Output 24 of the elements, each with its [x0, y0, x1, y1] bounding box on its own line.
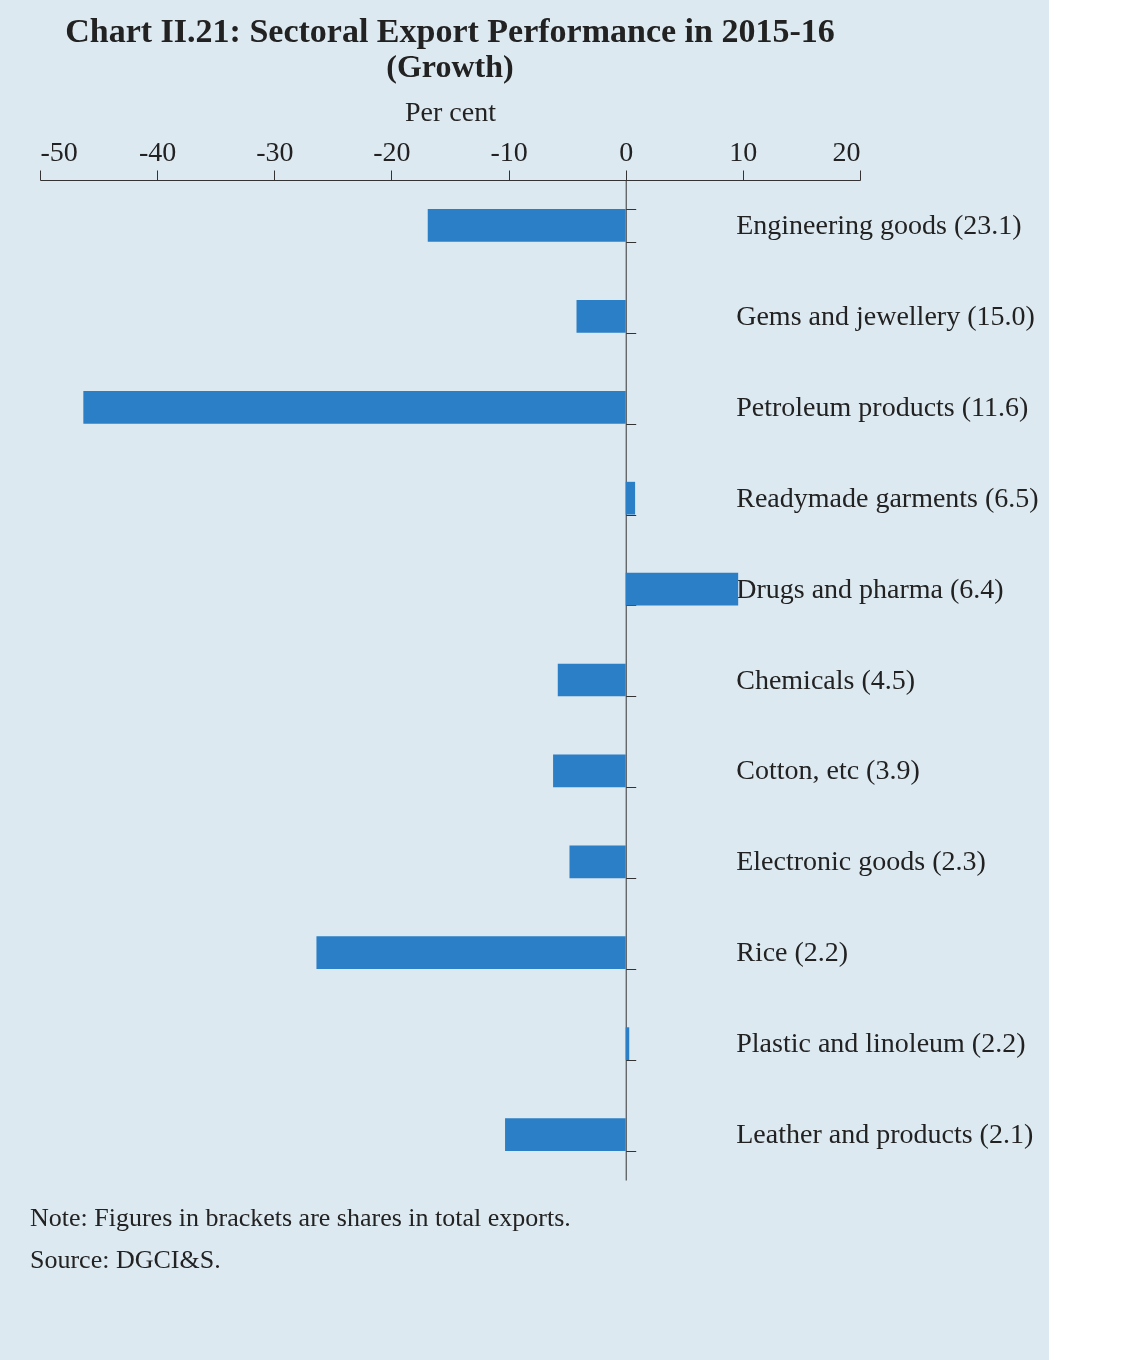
y-tick-label: Gems and jewellery (15.0) [736, 299, 1035, 331]
source-note: Source: DGCI&S. [30, 1245, 221, 1274]
y-tick-label: Readymade garments (6.5) [736, 481, 1039, 513]
x-tick-label: -30 [256, 135, 294, 167]
y-tick-label: Rice (2.2) [736, 936, 849, 968]
chart-title: Chart II.21: Sectoral Export Performance in 2015-16 [65, 12, 835, 49]
y-tick-label: Engineering goods (23.1) [736, 208, 1022, 240]
x-tick-label: 10 [729, 135, 758, 167]
y-tick-label: Electronic goods (2.3) [736, 845, 986, 877]
chart-subtitle: (Growth) [386, 48, 514, 84]
y-tick-label: Cotton, etc (3.9) [736, 754, 920, 786]
x-tick-label: -40 [138, 135, 177, 167]
y-tick-label: Drugs and pharma (6.4) [736, 572, 1004, 604]
y-tick-label: Chemicals (4.5) [736, 663, 916, 695]
x-axis-title: Per cent [405, 95, 497, 127]
x-tick-label: 20 [832, 135, 861, 167]
x-tick-label: 0 [619, 135, 634, 167]
x-tick-label: -10 [490, 135, 528, 167]
y-tick-label: Petroleum products (11.6) [736, 390, 1029, 422]
y-tick-label: Plastic and linoleum (2.2) [736, 1027, 1026, 1059]
y-tick-label: Leather and products (2.1) [736, 1118, 1034, 1150]
text: Note: Figures in brackets are shares in total exports. [30, 1203, 571, 1232]
x-tick-label: -50 [40, 135, 78, 167]
x-tick-label: -20 [373, 135, 411, 167]
